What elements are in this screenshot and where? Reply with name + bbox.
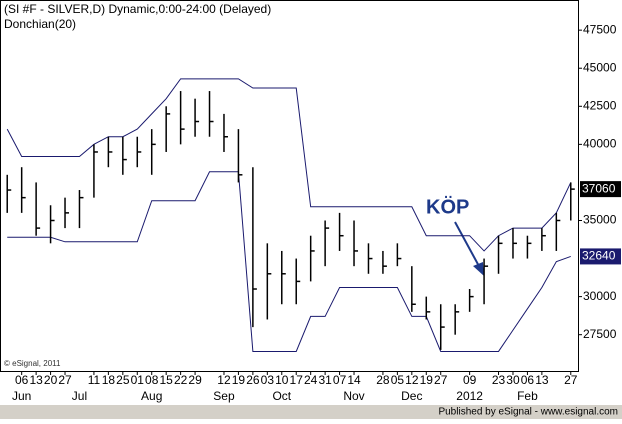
y-tick-label: 40000 [583, 137, 617, 151]
month-label: Jul [72, 389, 87, 403]
y-tick-label: 47500 [583, 22, 617, 36]
x-tick-label: 23 [492, 373, 506, 387]
month-label: Jun [12, 389, 31, 403]
last-value-box [580, 181, 621, 198]
x-tick-label: 28 [376, 373, 390, 387]
x-tick-label: 06 [15, 373, 29, 387]
y-tick-label: 27500 [583, 327, 617, 341]
last-value-label: 37060 [582, 181, 616, 195]
x-tick-label: 27 [564, 373, 578, 387]
indicator-label: Donchian(20) [4, 17, 76, 31]
x-tick-label: 19 [232, 373, 246, 387]
x-tick-label: 06 [521, 373, 535, 387]
x-tick-label: 11 [88, 373, 101, 387]
x-tick-label: 13 [535, 373, 549, 387]
y-tick-label: 45000 [583, 60, 617, 74]
chart-title: (SI #F - SILVER,D) Dynamic,0:00-24:00 (D… [4, 2, 271, 16]
x-tick-label: 27 [58, 373, 72, 387]
month-label: Nov [343, 389, 364, 403]
watermark: © eSignal, 2011 [4, 359, 61, 368]
x-tick-label: 14 [347, 373, 361, 387]
x-tick-label: 03 [261, 373, 275, 387]
x-tick-label: 30 [506, 373, 520, 387]
x-tick-label: 12 [217, 373, 231, 387]
month-label: 2012 [456, 389, 483, 403]
x-tick-label: 07 [333, 373, 347, 387]
x-tick-label: 22 [174, 373, 188, 387]
x-tick-label: 18 [102, 373, 116, 387]
x-tick-label: 24 [304, 373, 318, 387]
x-tick-label: 19 [420, 373, 434, 387]
x-tick-label: 26 [246, 373, 260, 387]
y-tick-label: 30000 [583, 289, 617, 303]
channel-line [7, 171, 571, 352]
x-tick-label: 29 [188, 373, 202, 387]
x-tick-label: 10 [275, 373, 289, 387]
y-tick-label: 35000 [583, 213, 617, 227]
x-tick-label: 09 [463, 373, 477, 387]
y-tick-label: 42500 [583, 98, 617, 112]
month-label: Feb [517, 389, 538, 403]
annotation: KÖP [426, 195, 469, 218]
month-label: Aug [141, 389, 162, 403]
x-tick-label: 31 [318, 373, 332, 387]
x-tick-label: 05 [391, 373, 405, 387]
footer-text: Published by eSignal - www.esignal.com [438, 407, 618, 418]
annotation-arrow [454, 221, 484, 276]
x-tick-label: 13 [29, 373, 43, 387]
last-value-box [580, 248, 621, 265]
plot-frame [0, 0, 579, 372]
footer-bar [0, 405, 622, 419]
x-tick-label: 27 [434, 373, 448, 387]
x-tick-label: 08 [145, 373, 159, 387]
arrow-head [473, 262, 484, 276]
month-label: Oct [272, 389, 291, 403]
month-label: Sep [213, 389, 235, 403]
channel-line [6, 78, 572, 252]
x-tick-label: 12 [405, 373, 419, 387]
x-tick-label: 17 [290, 373, 304, 387]
arrow-shaft [454, 221, 481, 269]
x-tick-label: 15 [159, 373, 173, 387]
last-value-label: 32640 [582, 249, 616, 263]
x-tick-label: 20 [44, 373, 58, 387]
month-label: Dec [401, 389, 422, 403]
x-tick-label: 01 [131, 373, 145, 387]
x-tick-label: 25 [116, 373, 130, 387]
